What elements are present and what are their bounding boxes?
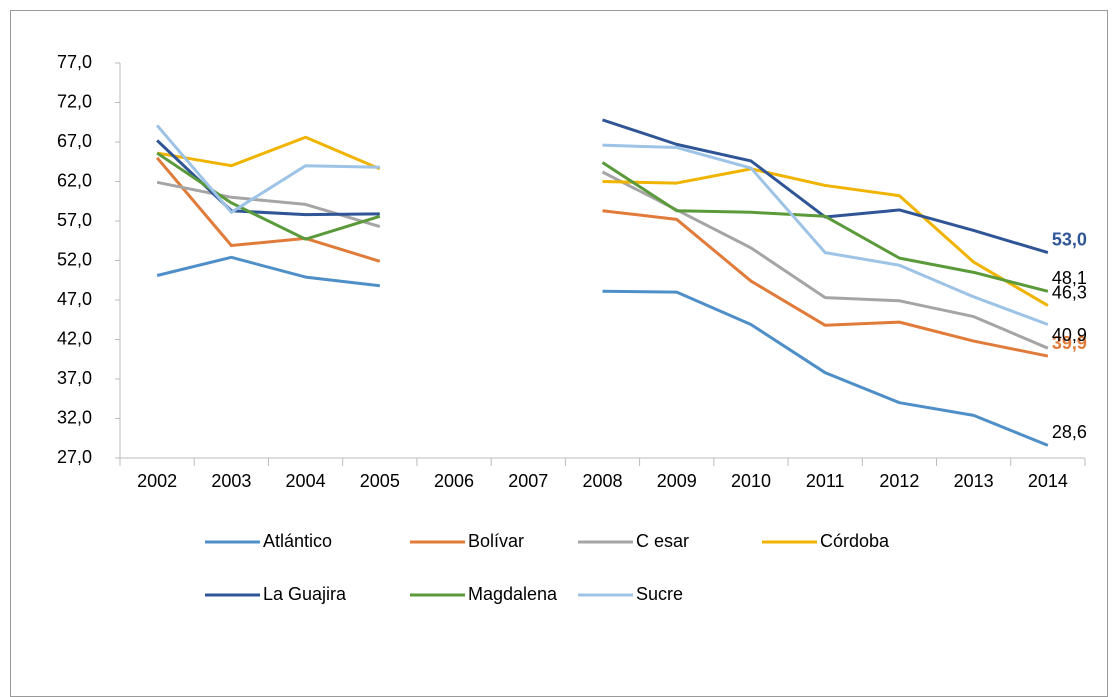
data-label: 40,9 <box>1052 325 1087 345</box>
y-tick-label: 77,0 <box>57 52 92 72</box>
legend-label: Sucre <box>636 584 683 604</box>
y-tick-label: 72,0 <box>57 91 92 111</box>
x-tick-label: 2007 <box>508 471 548 491</box>
y-tick-label: 62,0 <box>57 170 92 190</box>
data-label: 48,1 <box>1052 268 1087 288</box>
x-tick-label: 2013 <box>954 471 994 491</box>
x-tick-label: 2010 <box>731 471 771 491</box>
x-tick-label: 2012 <box>879 471 919 491</box>
y-tick-label: 37,0 <box>57 368 92 388</box>
y-tick-label: 52,0 <box>57 249 92 269</box>
y-tick-label: 42,0 <box>57 328 92 348</box>
legend-label: Bolívar <box>468 531 524 551</box>
legend-label: C esar <box>636 531 689 551</box>
legend-label: Atlántico <box>263 531 332 551</box>
data-label: 46,3 <box>1052 282 1087 302</box>
y-tick-label: 32,0 <box>57 407 92 427</box>
y-tick-label: 57,0 <box>57 210 92 230</box>
legend-label: La Guajira <box>263 584 347 604</box>
series-line <box>155 156 1049 358</box>
chart-frame <box>10 10 1108 697</box>
y-tick-label: 27,0 <box>57 447 92 467</box>
data-label: 53,0 <box>1052 229 1087 249</box>
series-line <box>155 124 1049 326</box>
series-line <box>156 255 1049 447</box>
x-tick-label: 2008 <box>582 471 622 491</box>
y-tick-label: 67,0 <box>57 131 92 151</box>
legend-label: Córdoba <box>820 531 890 551</box>
data-label: 28,6 <box>1052 422 1087 442</box>
x-tick-label: 2003 <box>211 471 251 491</box>
x-tick-label: 2011 <box>806 471 845 491</box>
x-tick-label: 2005 <box>360 471 400 491</box>
x-tick-label: 2014 <box>1028 471 1068 491</box>
x-tick-label: 2004 <box>286 471 326 491</box>
series-line <box>156 135 1049 307</box>
legend-label: Magdalena <box>468 584 558 604</box>
x-tick-label: 2009 <box>657 471 697 491</box>
data-label: 39,9 <box>1052 333 1087 353</box>
series-line <box>156 151 1049 293</box>
y-tick-label: 47,0 <box>57 289 92 309</box>
x-tick-label: 2002 <box>137 471 177 491</box>
x-tick-label: 2006 <box>434 471 474 491</box>
